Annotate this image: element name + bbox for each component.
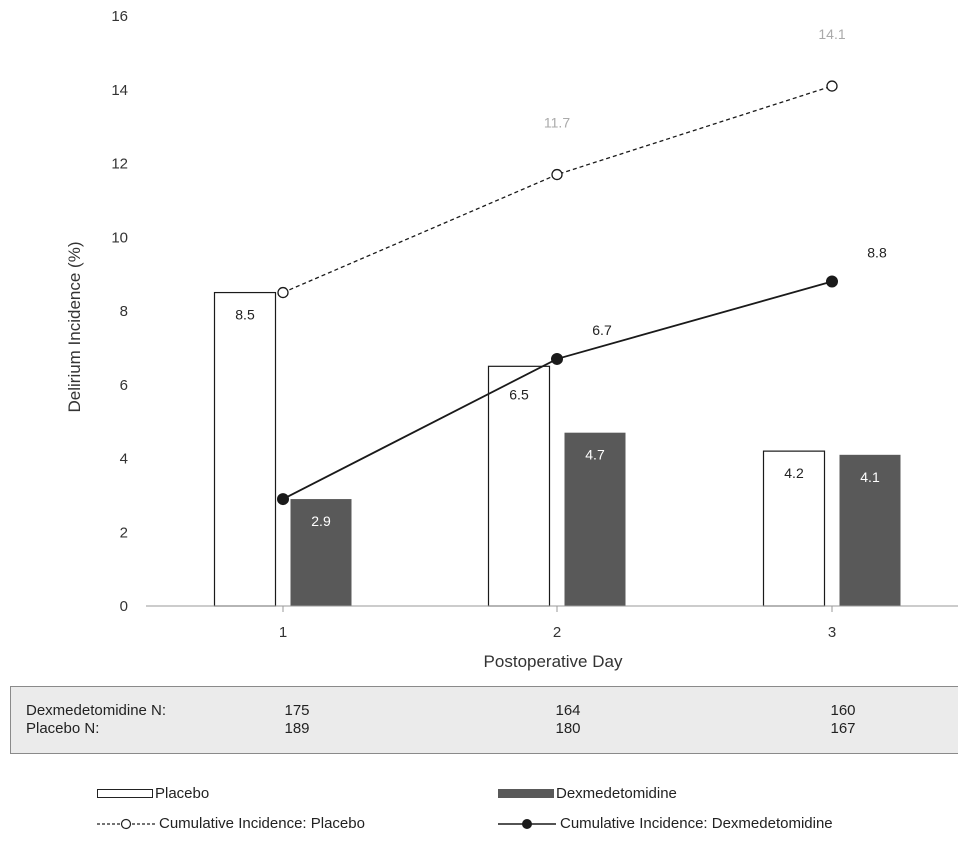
cumulative-lines <box>277 80 838 506</box>
data-label-dexmedetomidine-day-3: 4.1 <box>860 469 880 485</box>
marker-cumulative-placebo-day-2 <box>551 168 563 181</box>
chart: Delirium Incidence (%) Postoperative Day… <box>65 8 958 671</box>
x-tick-label: 1 <box>279 624 287 641</box>
ntable-value: 160 <box>830 702 856 719</box>
y-tick-label: 12 <box>111 156 128 173</box>
legend: Placebo Dexmedetomidine Cumulative Incid… <box>0 785 958 840</box>
line-cumulative-dexmedetomidine <box>282 280 833 500</box>
data-label-placebo-day-3: 4.2 <box>784 465 804 481</box>
legend-label: Cumulative Incidence: Dexmedetomidine <box>560 815 833 832</box>
data-label-cumulative-placebo-day-2: 11.7 <box>544 115 570 131</box>
ntable-value: 180 <box>555 720 581 737</box>
x-axis-ticks: 1 2 3 <box>279 606 836 641</box>
bar-placebo-day-2 <box>487 365 551 607</box>
ntable-value: 164 <box>555 702 581 719</box>
legend-label: Dexmedetomidine <box>556 785 677 802</box>
bar-placebo-day-1 <box>213 291 277 607</box>
bars <box>213 291 901 607</box>
y-tick-label: 6 <box>120 377 128 394</box>
legend-item-dexmedetomidine: Dexmedetomidine <box>498 785 677 802</box>
bar-dexmedetomidine-day-2 <box>564 432 626 606</box>
x-tick-label: 2 <box>553 624 561 641</box>
marker-cumulative-placebo-day-1 <box>277 286 289 299</box>
marker-cumulative-dexmedetomidine-day-3 <box>826 275 838 288</box>
sample-size-table: Dexmedetomidine N: 175 164 160 Placebo N… <box>10 686 958 754</box>
y-axis-ticks: 0 2 4 6 8 10 12 14 16 <box>111 8 128 615</box>
bar-dexmedetomidine-day-1 <box>290 499 352 606</box>
legend-item-placebo: Placebo <box>97 785 209 802</box>
ntable-row-label: Dexmedetomidine N: <box>26 702 167 719</box>
y-tick-label: 0 <box>120 598 128 615</box>
line-cumulative-placebo <box>282 85 833 294</box>
legend-swatch-dexmedetomidine <box>498 789 554 798</box>
ntable-value: 189 <box>284 720 310 737</box>
ntable-row-label: Placebo N: <box>26 720 100 737</box>
legend-label: Placebo <box>155 785 210 802</box>
bar-dexmedetomidine-day-3 <box>839 454 901 606</box>
x-axis-title: Postoperative Day <box>484 652 623 671</box>
ntable-value: 167 <box>830 720 856 737</box>
y-tick-label: 8 <box>120 303 128 320</box>
data-label-cumulative-placebo-day-3: 14.1 <box>818 26 845 42</box>
legend-item-cumulative-dexmedetomidine: Cumulative Incidence: Dexmedetomidine <box>498 815 833 832</box>
y-axis-title: Delirium Incidence (%) <box>65 242 84 413</box>
data-label-dexmedetomidine-day-1: 2.9 <box>311 513 331 529</box>
marker-cumulative-placebo-day-3 <box>826 80 838 92</box>
data-labels: 8.5 2.9 6.5 4.7 4.2 4.1 11.7 14.1 6.7 8.8 <box>235 26 887 529</box>
legend-item-cumulative-placebo: Cumulative Incidence: Placebo <box>97 815 365 832</box>
y-tick-label: 14 <box>111 82 128 99</box>
data-label-cumulative-dexmedetomidine-day-3: 8.8 <box>867 245 887 261</box>
legend-swatch-placebo <box>97 789 153 798</box>
legend-swatch-cumulative-dexmedetomidine <box>498 818 556 829</box>
data-label-placebo-day-2: 6.5 <box>509 386 529 402</box>
marker-cumulative-dexmedetomidine-day-1 <box>277 493 289 506</box>
y-tick-label: 2 <box>120 524 128 541</box>
ntable-value: 175 <box>284 702 310 719</box>
x-tick-label: 3 <box>828 624 836 641</box>
data-label-placebo-day-1: 8.5 <box>235 307 255 323</box>
y-tick-label: 4 <box>120 451 128 468</box>
legend-label: Cumulative Incidence: Placebo <box>159 815 365 832</box>
y-tick-label: 16 <box>111 8 128 25</box>
data-label-dexmedetomidine-day-2: 4.7 <box>585 447 605 463</box>
legend-swatch-cumulative-placebo <box>97 818 155 829</box>
data-label-cumulative-dexmedetomidine-day-2: 6.7 <box>592 322 612 338</box>
marker-cumulative-dexmedetomidine-day-2 <box>551 352 563 365</box>
y-tick-label: 10 <box>111 229 128 246</box>
bar-placebo-day-3 <box>762 450 826 607</box>
